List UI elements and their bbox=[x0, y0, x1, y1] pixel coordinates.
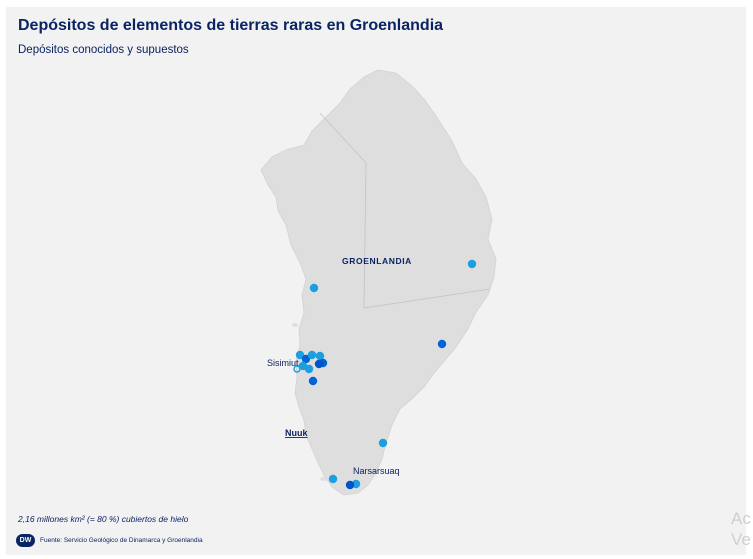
deposit-marker[interactable] bbox=[304, 364, 314, 374]
island bbox=[280, 150, 292, 156]
deposit-marker[interactable] bbox=[295, 350, 305, 360]
place-label-sisimiut: Sisimiut bbox=[267, 358, 299, 368]
island bbox=[320, 477, 328, 481]
place-label-narsarsuaq: Narsarsuaq bbox=[353, 466, 400, 476]
deposit-marker[interactable] bbox=[345, 480, 355, 490]
deposit-marker[interactable] bbox=[467, 259, 477, 269]
page-title: Depósitos de elementos de tierras raras … bbox=[18, 17, 444, 34]
source-footer: DW Fuente: Servicio Geológico de Dinamar… bbox=[16, 534, 203, 547]
deposit-marker[interactable] bbox=[315, 351, 325, 361]
greenland-landmass bbox=[260, 69, 497, 496]
deposit-marker[interactable] bbox=[314, 359, 324, 369]
source-text: Fuente: Servicio Geológico de Dinamarca … bbox=[40, 537, 203, 544]
deposit-marker[interactable] bbox=[328, 474, 338, 484]
watermark-text: Ac Ve bbox=[731, 508, 751, 550]
deposit-marker[interactable] bbox=[301, 354, 311, 364]
deposit-marker[interactable] bbox=[293, 365, 301, 373]
deposit-marker[interactable] bbox=[308, 376, 318, 386]
region-label: GROENLANDIA bbox=[342, 256, 412, 266]
map-card: Depósitos de elementos de tierras raras … bbox=[6, 7, 746, 555]
watermark-line: Ve bbox=[731, 530, 751, 549]
deposit-marker[interactable] bbox=[309, 283, 319, 293]
deposit-marker[interactable] bbox=[307, 350, 317, 360]
greenland-map: GROENLANDIA Sisimiut Nuuk Narsarsuaq bbox=[260, 69, 497, 496]
island bbox=[292, 323, 298, 327]
page-subtitle: Depósitos conocidos y supuestos bbox=[18, 44, 189, 56]
ice-coverage-note: 2,16 millones km² (= 80 %) cubiertos de … bbox=[18, 514, 189, 524]
deposit-marker[interactable] bbox=[437, 339, 447, 349]
dw-logo: DW bbox=[16, 534, 35, 547]
deposit-marker[interactable] bbox=[378, 438, 388, 448]
place-label-nuuk: Nuuk bbox=[285, 428, 308, 438]
deposit-markers bbox=[293, 259, 477, 490]
region-boundary bbox=[319, 112, 491, 309]
watermark-line: Ac bbox=[731, 509, 751, 528]
